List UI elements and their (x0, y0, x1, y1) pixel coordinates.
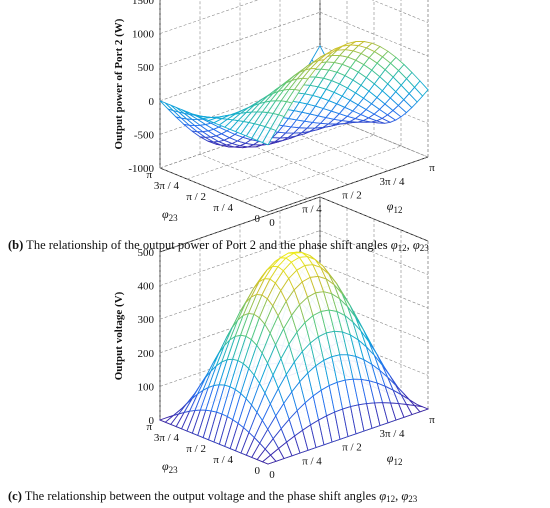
y-tick-label: 3π / 4 (154, 180, 180, 192)
z-grid-line-side (319, 112, 429, 158)
z-axis-label: Output voltage (V) (113, 291, 125, 380)
y-grid-line (213, 134, 375, 191)
surface-mesh (159, 41, 429, 149)
z-tick-label: 0 (149, 96, 155, 108)
y-axis-label-sub: 23 (169, 213, 179, 223)
y-tick-label: 0 (255, 465, 261, 477)
caption-c-label: (c) (8, 489, 22, 503)
surface-cell (413, 80, 429, 97)
z-grid-line-side (319, 230, 429, 275)
y-tick-label: 0 (255, 213, 261, 225)
y-axis-label: φ23 (162, 207, 178, 223)
surface-mesh (158, 251, 430, 465)
x-tick-label: π / 4 (302, 203, 322, 215)
x-tick-label: 3π / 4 (379, 428, 405, 440)
z-tick-label: 1500 (132, 0, 155, 7)
x-grid-line (159, 167, 269, 213)
y-axis-label: φ23 (162, 459, 178, 475)
z-tick-label: -1000 (128, 163, 154, 175)
caption-b: (b) The relationship of the output power… (8, 238, 429, 253)
caption-b-text: The relationship of the output power of … (23, 238, 390, 252)
y-tick-label: π / 2 (186, 191, 206, 203)
z-tick-label: 400 (138, 281, 155, 293)
y-tick-label: π (146, 169, 152, 181)
y-tick-label: 3π / 4 (154, 432, 180, 444)
z-grid-line-side (319, 263, 429, 309)
caption-b-sub1: 12 (398, 243, 407, 253)
y-axis-label-sub: 23 (169, 465, 179, 475)
x-tick-label: 0 (269, 217, 275, 229)
caption-b-sym2: φ (413, 238, 420, 252)
caption-b-sep: , (407, 238, 413, 252)
caption-c-sym2: φ (401, 489, 408, 503)
x-axis-label-sub: 12 (393, 205, 402, 215)
x-tick-label: π (429, 414, 435, 426)
z-grid-line-side (319, 297, 429, 343)
z-tick-label: 200 (138, 348, 155, 360)
caption-c-sub2: 23 (408, 494, 418, 504)
x-axis-label: φ12 (387, 451, 403, 467)
z-tick-label: 300 (138, 314, 155, 326)
caption-b-sub2: 23 (420, 243, 430, 253)
x-tick-label: π (429, 162, 435, 174)
y-grid-line (267, 156, 429, 213)
caption-c-sym1: φ (379, 489, 386, 503)
y-grid-line (186, 123, 348, 180)
caption-c-sep: , (395, 489, 401, 503)
z-axis-label: Output power of Port 2 (W) (113, 18, 125, 149)
z-tick-label: 0 (149, 415, 155, 427)
z-grid-line (159, 196, 321, 253)
y-grid-line (240, 145, 402, 202)
z-grid-line-side (319, 79, 429, 124)
y-tick-label: π / 2 (186, 443, 206, 455)
z-grid-line-side (319, 11, 429, 57)
x-grid-line (199, 153, 309, 199)
x-axis-label-sub: 12 (393, 457, 402, 467)
x-tick-label: 0 (269, 469, 275, 481)
y-tick-label: π / 4 (213, 202, 233, 214)
z-tick-label: 500 (138, 62, 155, 74)
z-grid-line-side (319, 331, 429, 376)
z-grid-line (159, 230, 321, 286)
x-grid-line (239, 140, 349, 185)
z-tick-label: 500 (138, 247, 155, 259)
y-tick-label: π / 4 (213, 454, 233, 466)
caption-c-text: The relationship between the output volt… (22, 489, 379, 503)
caption-c: (c) The relationship between the output … (8, 489, 418, 504)
y-tick-label: π (146, 421, 152, 433)
x-tick-label: π / 2 (342, 190, 362, 202)
z-grid-line (159, 11, 321, 68)
z-grid-line-side (371, 0, 429, 23)
z-grid-line (159, 45, 321, 102)
caption-b-label: (b) (8, 238, 23, 252)
surface-cell (413, 404, 430, 413)
x-tick-label: 3π / 4 (379, 176, 405, 188)
z-tick-label: 1000 (132, 29, 155, 41)
z-tick-label: -500 (134, 129, 155, 141)
x-tick-label: π / 2 (342, 442, 362, 454)
caption-c-sub1: 12 (386, 494, 395, 504)
x-tick-label: π / 4 (302, 455, 322, 467)
z-grid-line-side (319, 196, 429, 242)
z-tick-label: 100 (138, 381, 155, 393)
caption-b-sym1: φ (391, 238, 398, 252)
x-axis-label: φ12 (387, 199, 403, 215)
